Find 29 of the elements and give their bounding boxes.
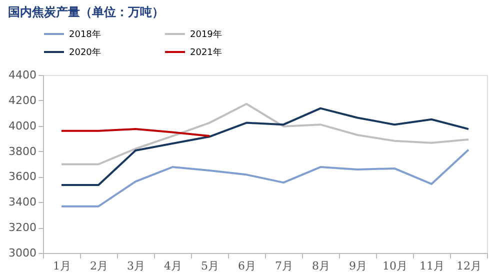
y-tick-label: 3400	[8, 196, 36, 209]
y-tick-label: 4200	[8, 94, 36, 107]
legend-label: 2019年	[190, 29, 222, 40]
y-tick-label: 3800	[8, 144, 36, 158]
line-series	[60, 128, 210, 138]
y-tick-label: 3200	[8, 221, 36, 234]
x-tick-label: 7月	[275, 260, 293, 272]
line-series	[60, 107, 470, 186]
x-tick-label: 2月	[90, 260, 108, 272]
x-tick-label: 6月	[238, 260, 256, 272]
x-tick-label: 1月	[53, 260, 71, 272]
y-tick-label: 4000	[8, 119, 36, 132]
line-series	[60, 102, 470, 166]
x-tick-label: 5月	[201, 260, 219, 272]
x-tick-label: 8月	[312, 260, 330, 272]
y-tick-label: 3000	[8, 246, 36, 260]
x-tick-label: 12月	[456, 260, 482, 272]
y-tick-label: 3600	[8, 170, 36, 184]
legend-label: 2021年	[190, 47, 222, 58]
x-tick-label: 4月	[164, 260, 182, 272]
legend-label: 2020年	[69, 47, 101, 58]
x-tick-label: 3月	[127, 260, 145, 272]
chart-title: 国内焦炭产量（单位：万吨）	[8, 5, 164, 19]
y-tick-label: 4400	[8, 68, 36, 82]
x-tick-label: 11月	[420, 260, 444, 272]
line-series	[60, 148, 470, 208]
x-tick-label: 9月	[349, 260, 367, 272]
legend-label: 2018年	[69, 29, 101, 40]
x-tick-label: 10月	[382, 260, 408, 272]
